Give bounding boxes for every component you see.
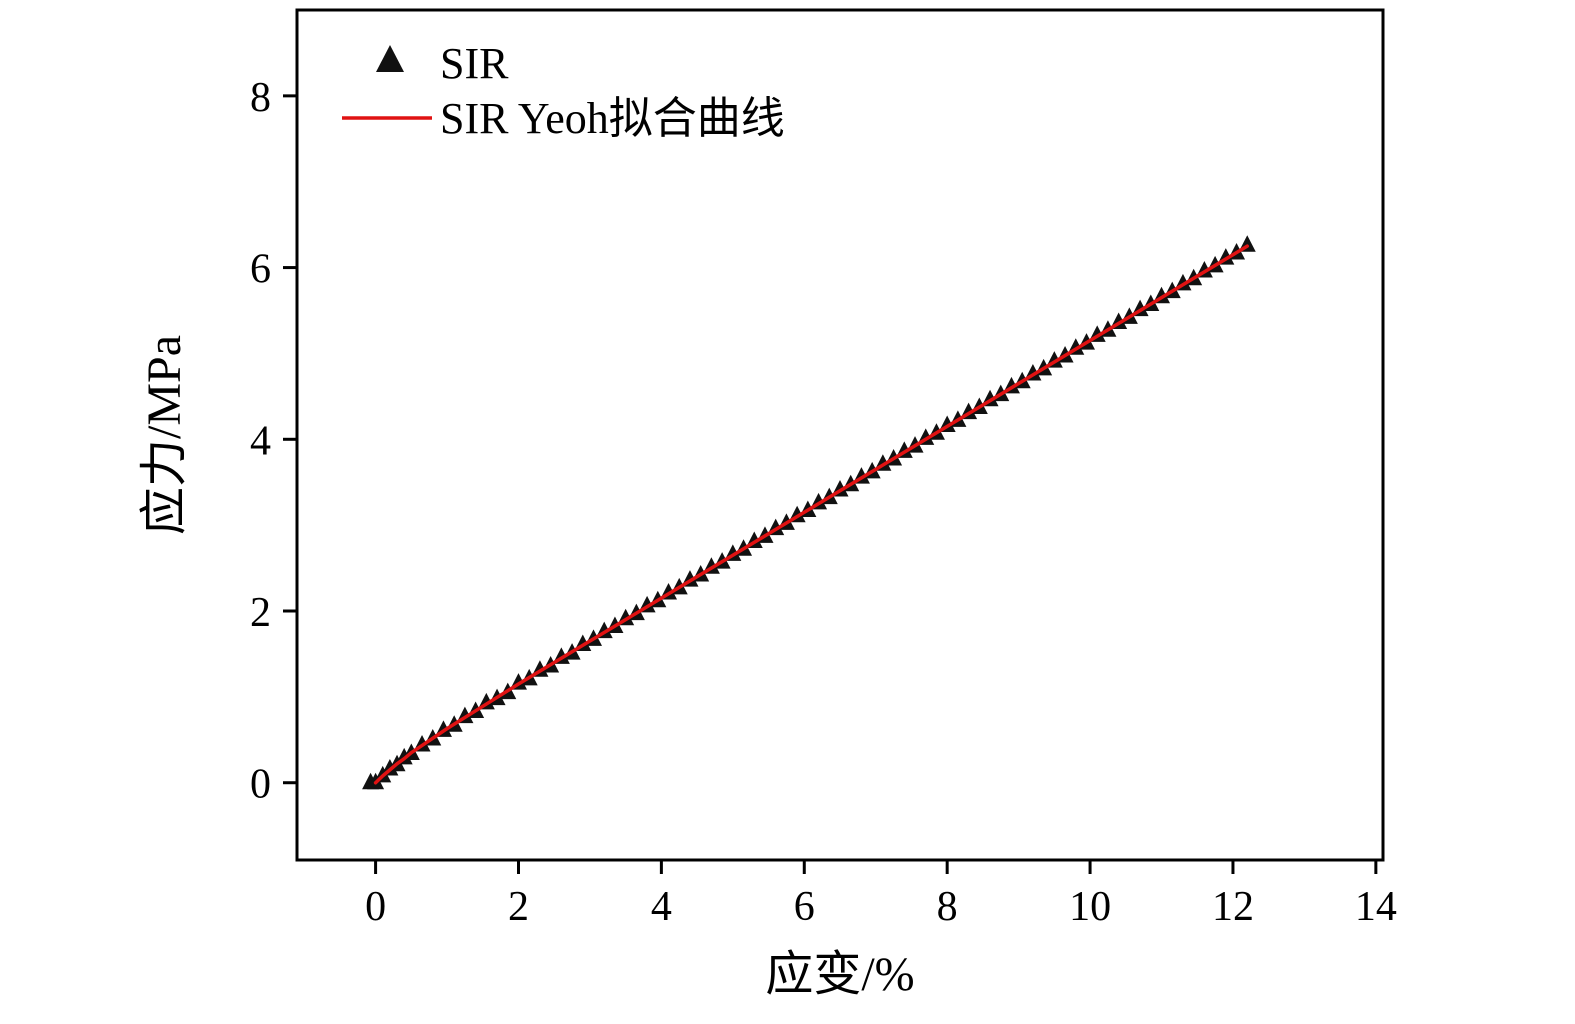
x-axis-label: 应变/% — [765, 948, 914, 1001]
y-axis-label: 应力/MPa — [138, 335, 191, 535]
x-tick-label: 6 — [794, 884, 815, 930]
legend-label-fit: SIR Yeoh拟合曲线 — [440, 94, 785, 143]
x-tick-label: 0 — [365, 884, 386, 930]
x-tick-label: 4 — [651, 884, 672, 930]
y-tick-label: 8 — [250, 75, 271, 121]
x-tick-label: 10 — [1069, 884, 1111, 930]
legend: SIR SIR Yeoh拟合曲线 — [342, 39, 785, 143]
x-tick-label: 8 — [937, 884, 958, 930]
x-tick-label: 2 — [508, 884, 529, 930]
legend-label-sir: SIR — [440, 39, 509, 88]
fit-line — [373, 244, 1249, 785]
x-tick-label: 12 — [1212, 884, 1254, 930]
y-tick-label: 6 — [250, 247, 271, 293]
legend-marker-triangle-icon — [376, 45, 404, 72]
y-tick-label: 0 — [250, 762, 271, 808]
x-tick-label: 14 — [1355, 884, 1397, 930]
y-tick-label: 4 — [250, 418, 271, 464]
plot-border — [295, 8, 1385, 862]
y-tick-label: 2 — [250, 590, 271, 636]
